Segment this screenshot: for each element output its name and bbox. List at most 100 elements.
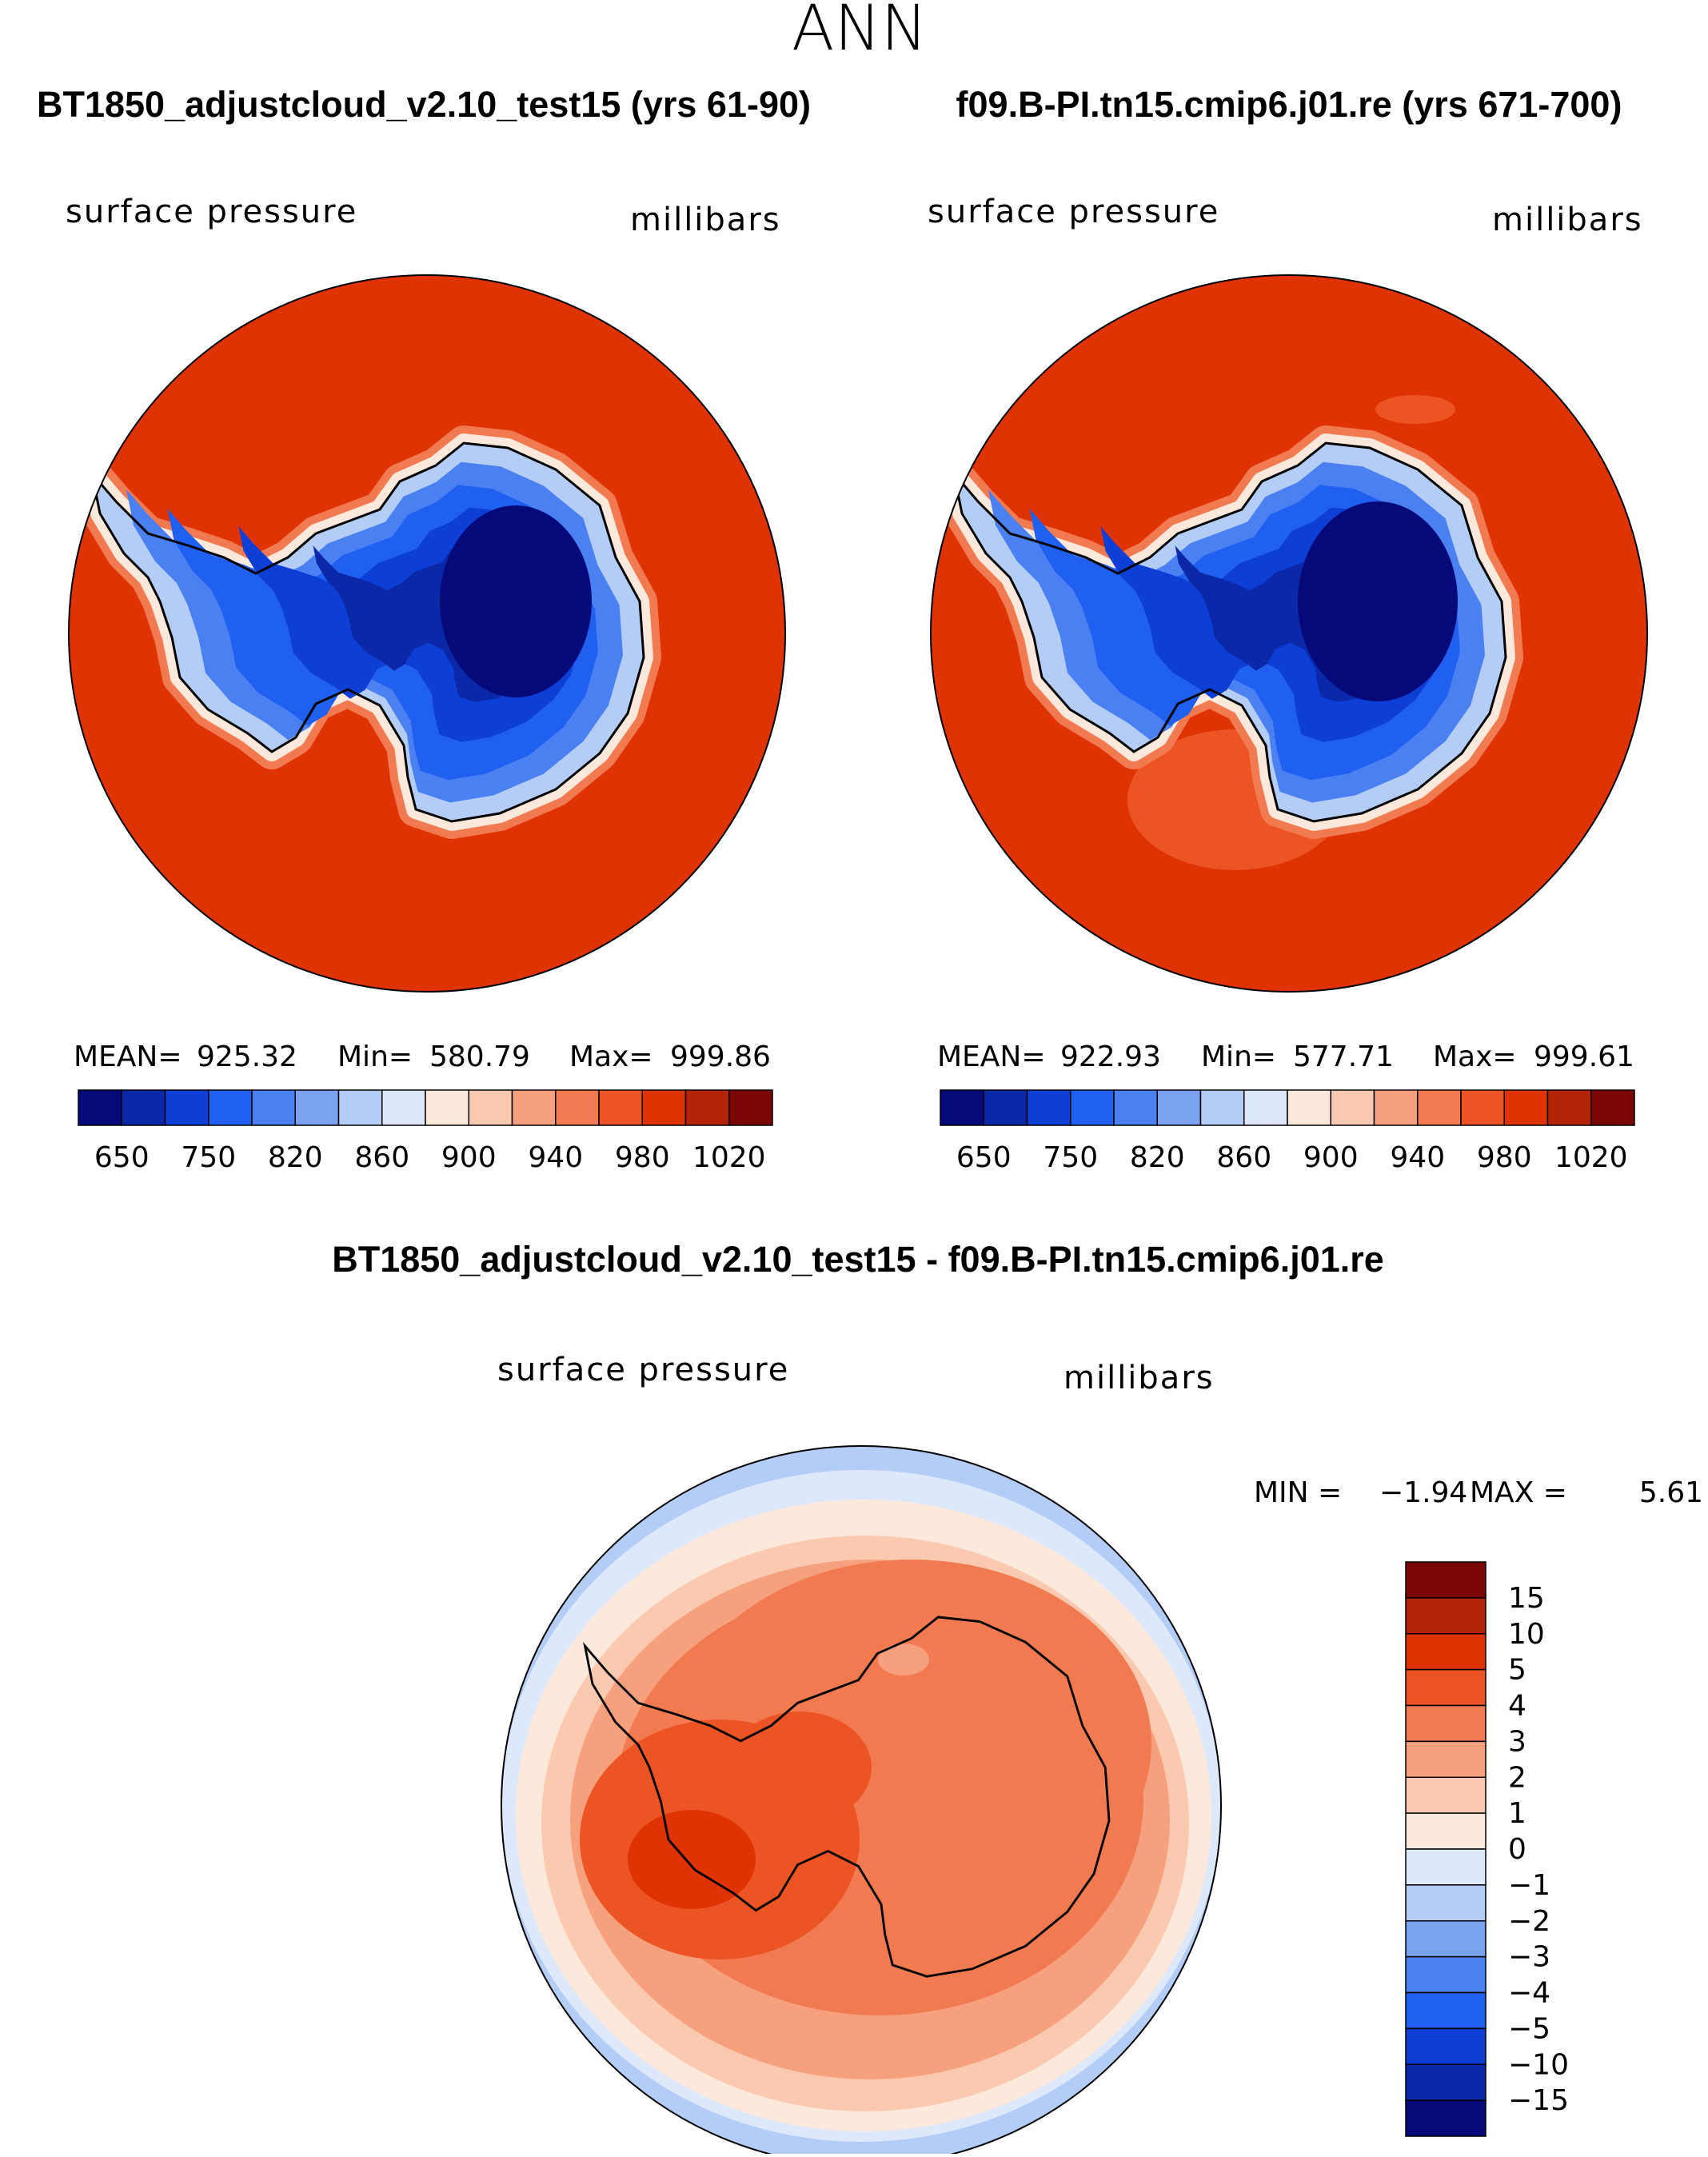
left-colorbar-swatch [468,1089,513,1126]
left-colorbar-tick-label: 750 [181,1141,236,1174]
left-colorbar-swatch [425,1089,469,1126]
left-colorbar-tick-label: 980 [615,1141,670,1174]
diff-colorbar-tick-label: 1 [1508,1797,1526,1830]
diff-colorbar-tick-label: −10 [1508,2048,1569,2081]
panel-left-min-value: 580.79 [429,1041,530,1073]
diff-colorbar-tick-label: 5 [1508,1654,1526,1687]
diff-colorbar-tick-label: −5 [1508,2012,1550,2045]
panel-left: BT1850_adjustcloud_v2.10_test15 (yrs 61-… [37,84,811,1174]
left-colorbar-swatch [251,1089,296,1126]
panel-diff-map [501,1446,1221,2157]
panel-left-colorbar: 650 750 820 860 900 940 980 1020 [78,1089,773,1174]
right-colorbar-tick-label: 940 [1390,1141,1445,1174]
diff-colorbar-tick-label: −2 [1508,1905,1550,1938]
left-colorbar-swatch [164,1089,210,1126]
diff-colorbar-tick-label: 2 [1508,1761,1526,1794]
panel-left-max-value: 999.86 [670,1041,771,1073]
panel-left-max-label: Max= [569,1041,653,1073]
panel-left-title: BT1850_adjustcloud_v2.10_test15 (yrs 61-… [37,84,811,125]
panel-diff-units: millibars [1064,1360,1215,1396]
right-colorbar-swatch [1113,1089,1158,1126]
panel-diff-variable: surface pressure [497,1352,789,1388]
panel-right-title: f09.B-PI.tn15.cmip6.j01.re (yrs 671-700) [956,84,1622,125]
right-colorbar-tick-label: 820 [1130,1141,1185,1174]
diff-colorbar-swatch [1405,1812,1487,1850]
diff-colorbar-swatch [1405,1633,1487,1671]
diff-colorbar-tick-label: −3 [1508,1941,1550,1974]
right-colorbar-swatch [1330,1089,1375,1126]
left-colorbar-swatch [641,1089,687,1126]
diff-colorbar-tick-label: 4 [1508,1690,1526,1723]
left-colorbar-tick-label: 820 [268,1141,323,1174]
diff-colorbar-swatch [1405,1704,1487,1743]
right-colorbar-swatch [940,1089,984,1126]
diff-colorbar-tick-label: 3 [1508,1725,1526,1758]
left-colorbar-swatch [381,1089,426,1126]
diff-colorbar-swatch [1405,1848,1487,1886]
diff-colorbar-swatch [1405,2027,1487,2065]
right-colorbar-swatch [1546,1089,1592,1126]
diff-colorbar-swatch [1405,1597,1487,1635]
diff-colorbar-tick-label: 0 [1508,1833,1526,1866]
panel-left-variable: surface pressure [66,194,357,230]
right-colorbar-tick-label: 860 [1216,1141,1271,1174]
panel-diff: BT1850_adjustcloud_v2.10_test15 - f09.B-… [332,1239,1703,2157]
panel-right-colorbar: 650 750 820 860 900 940 980 1020 [940,1089,1635,1174]
season-title: ANN [792,0,928,65]
panel-right-max-value: 999.61 [1534,1041,1634,1073]
diff-colorbar-swatch [1405,1561,1487,1599]
diff-colorbar-swatch [1405,1955,1487,1994]
panel-right-stats: MEAN= 922.93 Min= 577.71 Max= 999.61 [937,1041,1634,1073]
left-colorbar-swatch [337,1089,383,1126]
right-colorbar-swatch [1373,1089,1419,1126]
panel-right: f09.B-PI.tn15.cmip6.j01.re (yrs 671-700)… [928,84,1648,1174]
diff-colorbar-swatch [1405,1920,1487,1958]
panel-right-units: millibars [1492,202,1643,238]
diff-colorbar-tick-label: −1 [1508,1869,1550,1902]
panel-right-map [931,275,1647,992]
right-colorbar-tick-label: 900 [1303,1141,1359,1174]
panel-right-mean-label: MEAN= [937,1041,1046,1073]
right-colorbar-swatch [1243,1089,1288,1126]
diff-colorbar-tick-label: 15 [1508,1582,1545,1615]
panel-right-mean-value: 922.93 [1060,1041,1161,1073]
right-colorbar-swatch [1156,1089,1202,1126]
right-colorbar-swatch [1026,1089,1071,1126]
panel-diff-min-label: MIN = [1254,1476,1342,1509]
left-colorbar-swatch [728,1089,773,1126]
panel-diff-title: BT1850_adjustcloud_v2.10_test15 - f09.B-… [332,1239,1384,1280]
right-colorbar-swatch [1287,1089,1331,1126]
panel-left-stats: MEAN= 925.32 Min= 580.79 Max= 999.86 [74,1041,771,1073]
right-colorbar-tick-label: 1020 [1554,1141,1628,1174]
left-colorbar-swatch [555,1089,600,1126]
diff-colorbar-swatch [1405,1668,1487,1707]
left-colorbar-swatch [511,1089,557,1126]
diff-colorbar-tick-label: −15 [1508,2084,1569,2117]
left-colorbar-swatch [78,1089,122,1126]
right-colorbar-swatch [1460,1089,1505,1126]
panel-diff-max-value: 5.61 [1639,1476,1703,1509]
right-colorbar-tick-label: 980 [1477,1141,1532,1174]
panel-left-mean-value: 925.32 [197,1041,297,1073]
panel-left-map [69,275,785,992]
panel-right-min-label: Min= [1201,1041,1276,1073]
right-colorbar-swatch [1199,1089,1245,1126]
right-colorbar-swatch [1417,1089,1462,1126]
diff-colorbar-swatch [1405,1884,1487,1922]
right-colorbar-swatch [983,1089,1028,1126]
left-colorbar-swatch [684,1089,730,1126]
right-colorbar-swatch [1070,1089,1115,1126]
diff-colorbar-swatch [1405,1740,1487,1778]
diff-colorbar-swatch [1405,2063,1487,2101]
panel-right-min-value: 577.71 [1293,1041,1394,1073]
left-colorbar-swatch [121,1089,166,1126]
left-colorbar-swatch [208,1089,253,1126]
right-colorbar-swatch [1590,1089,1635,1126]
diff-colorbar-tick-label: 10 [1508,1618,1545,1651]
panel-right-variable: surface pressure [928,194,1219,230]
left-colorbar-tick-label: 940 [528,1141,583,1174]
panel-left-units: millibars [630,202,781,238]
panel-diff-max-label: MAX = [1470,1476,1567,1509]
